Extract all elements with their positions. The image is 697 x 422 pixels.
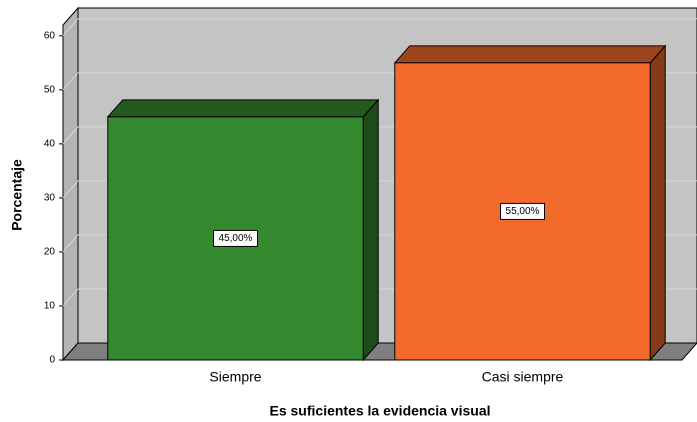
grid-line bbox=[62, 126, 79, 145]
x-axis-title: Es suficientes la evidencia visual bbox=[270, 403, 491, 419]
grid-line bbox=[62, 288, 79, 307]
grid-line bbox=[62, 234, 79, 253]
grid-line bbox=[62, 18, 79, 37]
y-tick-label: 60 bbox=[44, 30, 56, 41]
bar-side bbox=[649, 44, 666, 362]
value-label: 45,00% bbox=[219, 233, 253, 244]
y-tick-label: 50 bbox=[44, 84, 56, 95]
value-label-box bbox=[500, 202, 545, 220]
x-tick-label: Siempre bbox=[209, 369, 261, 385]
y-tick-label: 20 bbox=[44, 247, 56, 258]
grid-line bbox=[62, 180, 79, 199]
y-tick-label: 0 bbox=[49, 355, 55, 366]
y-tick-label: 40 bbox=[44, 139, 56, 150]
value-label: 55,00% bbox=[506, 206, 540, 217]
grid-line bbox=[62, 72, 79, 91]
x-tick-label: Casi siempre bbox=[482, 369, 564, 385]
y-tick-label: 10 bbox=[44, 301, 56, 312]
y-tick-label: 30 bbox=[44, 193, 56, 204]
bar-top bbox=[393, 45, 667, 64]
bar-top bbox=[106, 99, 380, 118]
value-label-box bbox=[213, 229, 258, 247]
bar-side bbox=[362, 98, 379, 362]
y-axis-title: Porcentaje bbox=[9, 159, 25, 231]
